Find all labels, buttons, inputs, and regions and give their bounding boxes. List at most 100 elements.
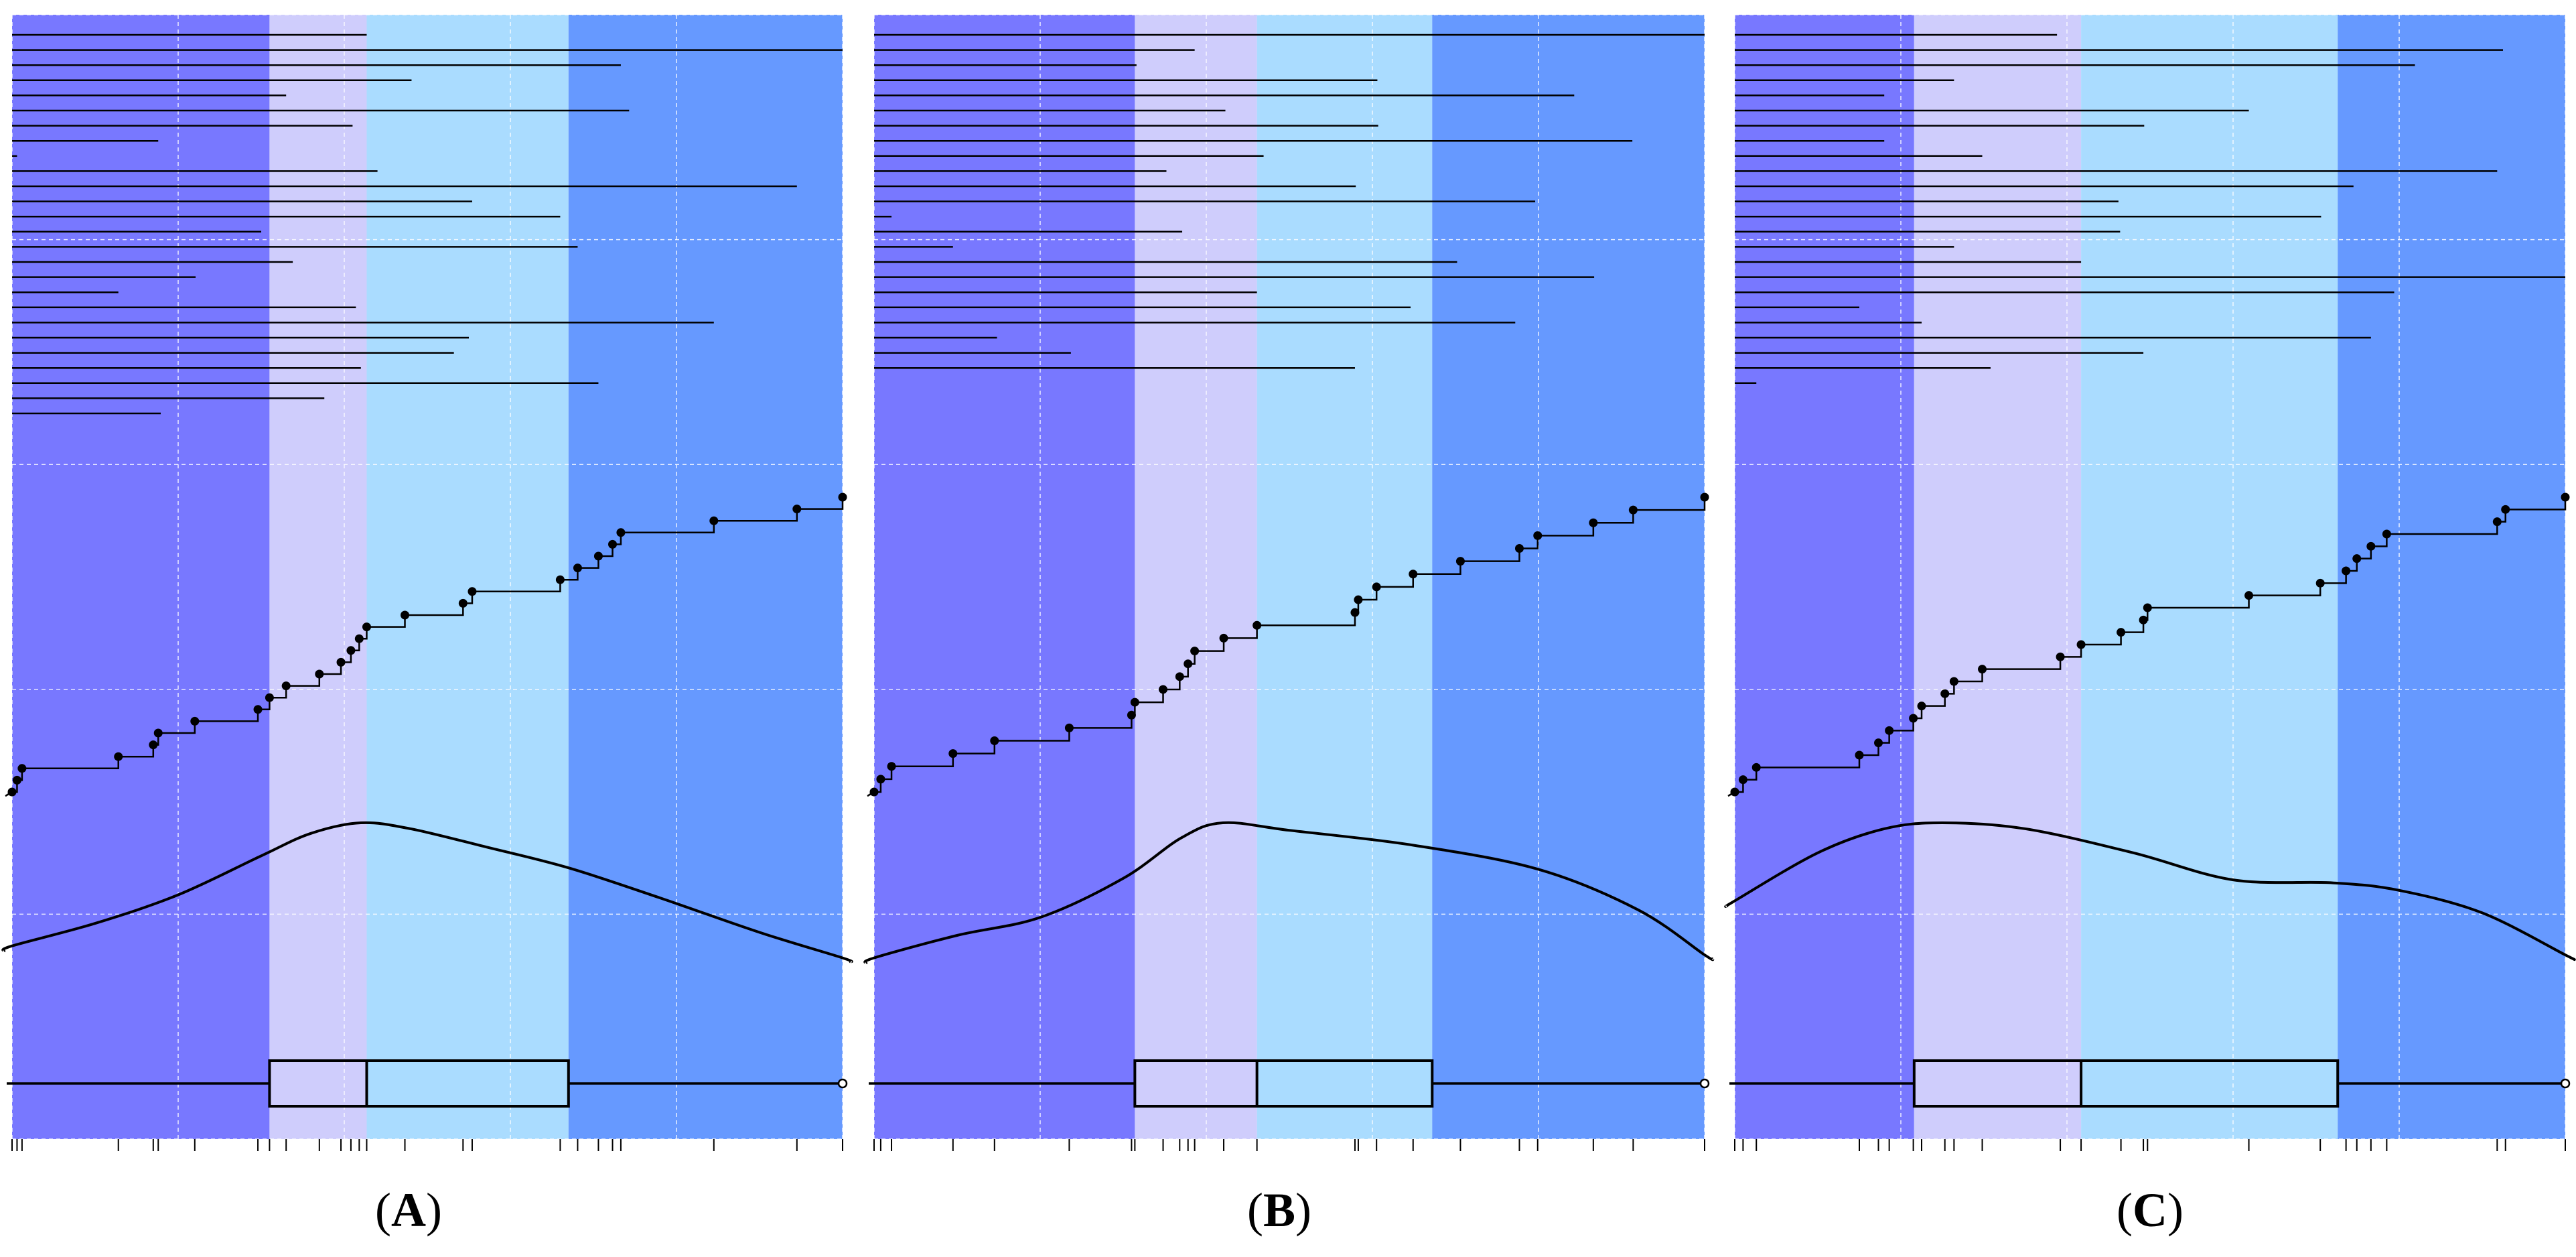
ecdf-point — [2244, 591, 2254, 600]
ecdf-point — [1130, 698, 1139, 707]
ecdf-point — [1455, 557, 1465, 566]
ecdf-point — [1514, 544, 1524, 553]
ecdf-point — [1064, 723, 1074, 732]
ecdf-point — [2561, 492, 2570, 502]
ecdf-point — [401, 610, 410, 620]
quartile-band-1 — [12, 15, 270, 1139]
ecdf-point — [7, 787, 17, 797]
quartile-band-3 — [1257, 15, 1433, 1139]
ecdf-point — [2076, 640, 2086, 649]
panel-label-a-open: ( — [375, 1183, 391, 1237]
panel-label-b-letter: B — [1263, 1183, 1296, 1237]
ecdf-point — [1219, 633, 1228, 643]
quartile-band-2 — [1135, 15, 1257, 1139]
ecdf-point — [2492, 517, 2502, 527]
chart-panel-c — [1724, 14, 2576, 1151]
panel-label-c-open: ( — [2117, 1183, 2133, 1237]
density-curve — [1724, 821, 2576, 962]
ecdf-point — [1354, 595, 1363, 604]
panel-label-c-close: ) — [2167, 1183, 2184, 1237]
ecdf-point — [1372, 582, 1381, 592]
ecdf-point — [887, 762, 896, 771]
density-curve — [1, 821, 853, 964]
ecdf-point — [190, 716, 200, 726]
boxplot-max-marker — [837, 1078, 848, 1089]
ecdf-point — [608, 539, 618, 549]
ecdf-point — [1159, 685, 1168, 694]
ecdf-point — [114, 752, 123, 761]
panel-label-b-close: ) — [1295, 1183, 1311, 1237]
ecdf-point — [1253, 620, 1262, 630]
quartile-band-4 — [1432, 15, 1705, 1139]
ecdf-point — [1917, 702, 1926, 711]
ecdf-point — [149, 740, 158, 750]
ecdf-point — [1978, 665, 1987, 674]
ecdf-point — [265, 693, 274, 702]
ecdf-point — [555, 575, 565, 584]
quartile-band-4 — [568, 15, 843, 1139]
panel-label-c-letter: C — [2133, 1183, 2167, 1237]
ecdf-point — [948, 749, 958, 758]
ecdf-point — [2315, 578, 2325, 588]
ecdf-point — [1409, 570, 1418, 579]
ecdf-point — [2143, 603, 2152, 612]
ecdf-point — [1855, 750, 1864, 760]
quartile-band-4 — [2338, 15, 2565, 1139]
ecdf-point — [1533, 531, 1543, 540]
ecdf-point — [1175, 672, 1184, 681]
ecdf-point — [838, 492, 847, 502]
ecdf-point — [990, 736, 999, 745]
ecdf-point — [1184, 659, 1193, 669]
ecdf-point — [876, 775, 885, 784]
panel-label-c: (C) — [2083, 1183, 2217, 1238]
ecdf-point — [354, 634, 364, 643]
quartile-band-2 — [269, 15, 367, 1139]
boxplot-max-marker — [1699, 1078, 1710, 1089]
panel-label-a-close: ) — [426, 1183, 442, 1237]
boxplot-max-marker — [2560, 1078, 2571, 1089]
ecdf-point — [1874, 738, 1883, 748]
ecdf-point — [1738, 775, 1747, 785]
panel-label-a: (A) — [342, 1183, 476, 1238]
ecdf-point — [253, 705, 263, 714]
ecdf-point — [1751, 763, 1761, 772]
ecdf-point — [1730, 787, 1739, 797]
chart-panel-a — [1, 14, 853, 1151]
ecdf-point — [593, 551, 603, 561]
quartile-band-1 — [1735, 15, 1914, 1139]
ecdf-point — [1350, 608, 1360, 617]
ecdf-point — [1628, 505, 1638, 515]
ecdf-point — [1949, 677, 1958, 686]
ecdf-point — [1909, 714, 1918, 723]
ecdf-point — [281, 681, 291, 691]
ecdf-point — [153, 728, 163, 738]
ecdf-point — [1940, 689, 1950, 698]
ecdf-point — [2501, 505, 2510, 514]
boxplot-box — [1912, 1059, 2340, 1108]
ecdf-point — [362, 622, 371, 632]
ecdf-point — [709, 516, 719, 525]
panel-label-b: (B) — [1212, 1183, 1346, 1238]
quartile-band-2 — [1914, 15, 2082, 1139]
quartile-band-1 — [874, 15, 1135, 1139]
ecdf-point — [17, 764, 27, 773]
ecdf-point — [458, 598, 468, 608]
ecdf-point — [1885, 726, 1894, 735]
density-curve — [863, 821, 1715, 965]
panel-label-b-open: ( — [1247, 1183, 1263, 1237]
ecdf-point — [2366, 541, 2376, 551]
ecdf-point — [1127, 710, 1136, 720]
quartile-band-3 — [2081, 15, 2338, 1139]
ecdf-point — [1190, 647, 1200, 656]
ecdf-point — [336, 657, 346, 667]
panel-label-a-letter: A — [391, 1183, 426, 1237]
ecdf-point — [1589, 518, 1598, 527]
ecdf-point — [2139, 615, 2148, 624]
ecdf-point — [2117, 628, 2126, 637]
ecdf-point — [2056, 652, 2065, 661]
ecdf-point — [315, 669, 324, 679]
ecdf-point — [616, 528, 626, 537]
ecdf-point — [346, 646, 356, 655]
ecdf-point — [869, 787, 879, 797]
